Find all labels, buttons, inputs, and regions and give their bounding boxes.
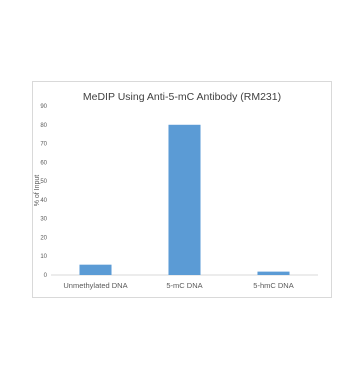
y-tick-label: 40 xyxy=(40,198,47,204)
y-tick-label: 70 xyxy=(40,142,47,148)
chart-frame: MeDIP Using Anti-5-mC Antibody (RM231) 0… xyxy=(32,81,332,298)
bar-1 xyxy=(79,264,112,275)
y-tick-label: 0 xyxy=(44,273,48,279)
y-tick-label: 10 xyxy=(40,254,47,260)
bar-3 xyxy=(257,271,290,275)
x-tick-label: 5-hmC DNA xyxy=(253,281,293,290)
y-tick-label: 90 xyxy=(40,104,47,110)
y-tick-label: 30 xyxy=(40,217,47,223)
bar-2 xyxy=(168,124,201,276)
y-tick-label: 80 xyxy=(40,123,47,129)
y-tick-label: 60 xyxy=(40,160,47,166)
y-tick-label: 50 xyxy=(40,179,47,185)
chart-title: MeDIP Using Anti-5-mC Antibody (RM231) xyxy=(82,91,282,103)
x-tick-label: 5-mC DNA xyxy=(166,281,202,290)
y-axis-label: % of Input xyxy=(34,175,41,207)
bar-chart: 0 10 20 30 40 50 60 70 80 90 Unmethylated DNA 5-mC… xyxy=(34,104,318,290)
x-tick-label: Unmethylated DNA xyxy=(63,281,127,290)
y-tick-label: 20 xyxy=(40,235,47,241)
